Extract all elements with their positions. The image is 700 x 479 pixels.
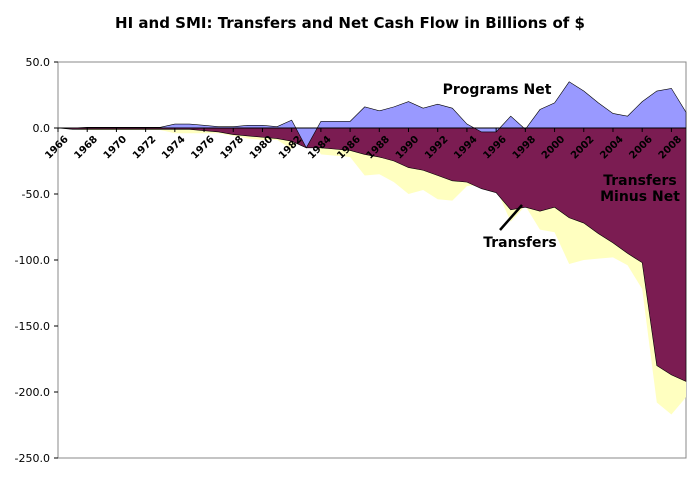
annotation-transfers-minus-net-line2: Minus Net <box>600 189 680 205</box>
series-area-programs-net <box>58 81 687 149</box>
annotation-transfers-minus-net-line1: Transfers <box>603 173 677 189</box>
y-tick-label: 0.0 <box>33 122 51 135</box>
y-tick-label: -100.0 <box>15 254 50 267</box>
transfers-pointer-line <box>499 204 523 231</box>
annotation-transfers: Transfers <box>483 235 557 251</box>
series-area-transfers <box>57 127 687 382</box>
annotation-programs-net: Programs Net <box>443 82 552 98</box>
y-axis: 50.0 0.0 -50.0 -100.0 -150.0 -200.0 -250.0 <box>15 56 58 465</box>
area-layer <box>57 81 687 415</box>
y-tick-label: -250.0 <box>15 452 50 465</box>
y-tick-label: -200.0 <box>15 386 50 399</box>
y-tick-label: 50.0 <box>26 56 51 69</box>
y-tick-label: -150.0 <box>15 320 50 333</box>
y-tick-label: -50.0 <box>22 188 50 201</box>
chart-title: HI and SMI: Transfers and Net Cash Flow … <box>115 14 585 32</box>
